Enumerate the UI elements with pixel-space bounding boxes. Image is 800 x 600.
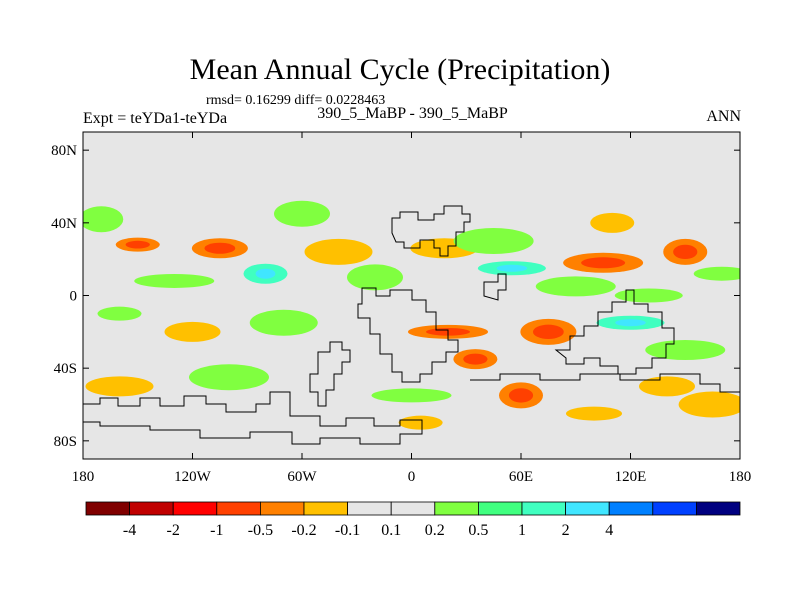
colorbar-label: 0.1 — [381, 522, 401, 539]
x-tick-label: 180 — [729, 469, 752, 485]
chart-title: Mean Annual Cycle (Precipitation) — [189, 53, 611, 86]
anomaly-blob — [371, 388, 452, 403]
anomaly-blob — [614, 288, 683, 303]
continent-outline-eurasia — [391, 205, 471, 257]
anomaly-layer — [83, 200, 740, 430]
colorbar-box — [390, 501, 436, 516]
anomaly-blob — [678, 391, 740, 418]
colorbar-label: 2 — [562, 522, 570, 539]
anomaly-blob — [645, 340, 726, 360]
x-tick-label: 120W — [174, 469, 212, 485]
x-tick-label: 120E — [615, 469, 647, 485]
continent-outline-southern-shelf — [83, 391, 423, 445]
anomaly-blob — [347, 264, 403, 291]
anomaly-blob — [566, 406, 622, 421]
colorbar-box — [652, 501, 697, 516]
colorbar-box — [172, 501, 218, 516]
anomaly-blob — [164, 321, 221, 342]
colorbar-box — [347, 501, 392, 516]
axis-layer: 180 120W 60W 0 60E 120E 180 80N 40N 0 40S 80S — [51, 132, 751, 485]
colorbar-box — [434, 501, 479, 516]
anomaly-blob — [134, 273, 215, 288]
colorbar-box — [303, 501, 348, 516]
continent-outline-africa — [357, 287, 459, 383]
continent-outline-east-asia — [483, 273, 507, 301]
anomaly-blob — [85, 376, 154, 397]
anomaly-core — [532, 324, 564, 339]
colorbar-label: 1 — [518, 522, 526, 539]
colorbar-box — [216, 501, 261, 516]
continent-outline-australia — [554, 289, 675, 375]
anomaly-blob — [453, 228, 534, 254]
anomaly-core — [204, 242, 236, 254]
anomaly-core — [255, 268, 276, 279]
x-tick-label: 60E — [509, 469, 533, 485]
experiment-label: Expt = teYDa1-teYDa — [83, 110, 228, 127]
x-tick-label: 180 — [72, 469, 95, 485]
x-tick-label: 60W — [287, 469, 317, 485]
colorbar-label: -4 — [123, 522, 136, 539]
y-tick-label: 80S — [54, 434, 77, 450]
anomaly-blob — [97, 306, 142, 321]
anomaly-blob — [304, 238, 373, 265]
colorbar-box — [85, 501, 130, 516]
colorbar-label: -2 — [167, 522, 180, 539]
x-tick-label: 0 — [408, 469, 416, 485]
stats-text: rmsd= 0.16299 diff= 0.0228463 — [206, 93, 386, 108]
y-tick-label: 80N — [51, 143, 77, 159]
anomaly-core — [496, 264, 528, 272]
continent-outlines — [83, 205, 740, 445]
colorbar: -4 -2 -1 -0.5 -0.2 -0.1 0.1 0.2 0.5 1 2 4 — [85, 501, 741, 539]
y-tick-label: 40N — [51, 216, 77, 232]
colorbar-label: 0.5 — [468, 522, 488, 539]
colorbar-box — [608, 501, 654, 516]
anomaly-blob — [249, 309, 318, 336]
anomaly-blob — [639, 376, 695, 397]
colorbar-label: -0.2 — [291, 522, 316, 539]
anomaly-core — [463, 353, 488, 365]
anomaly-blob — [83, 206, 124, 233]
anomaly-core — [125, 240, 150, 249]
colorbar-label: -1 — [210, 522, 223, 539]
y-tick-label: 0 — [70, 289, 78, 305]
anomaly-core — [673, 244, 698, 260]
continent-outline-americas — [309, 341, 351, 407]
colorbar-label: -0.1 — [335, 522, 360, 539]
colorbar-label: 4 — [605, 522, 613, 539]
anomaly-blob — [693, 266, 740, 281]
colorbar-label: 0.2 — [425, 522, 445, 539]
season-label: ANN — [706, 108, 741, 125]
colorbar-box — [521, 501, 566, 516]
colorbar-box — [477, 501, 523, 516]
continent-outline-antarctic-margin — [470, 373, 740, 393]
colorbar-box — [129, 501, 174, 516]
colorbar-box — [565, 501, 610, 516]
anomaly-blob — [535, 276, 616, 297]
anomaly-blob — [189, 364, 269, 391]
anomaly-blob — [590, 212, 635, 233]
case-label: 390_5_MaBP - 390_5_MaBP — [317, 105, 508, 122]
anomaly-core — [508, 388, 534, 403]
colorbar-label: -0.5 — [248, 522, 273, 539]
anomaly-blob — [274, 200, 330, 227]
y-tick-label: 40S — [54, 361, 77, 377]
colorbar-box — [259, 501, 305, 516]
colorbar-box — [696, 501, 741, 516]
anomaly-core — [581, 257, 626, 269]
anomaly-blob — [398, 415, 443, 430]
anomaly-core — [615, 319, 646, 327]
